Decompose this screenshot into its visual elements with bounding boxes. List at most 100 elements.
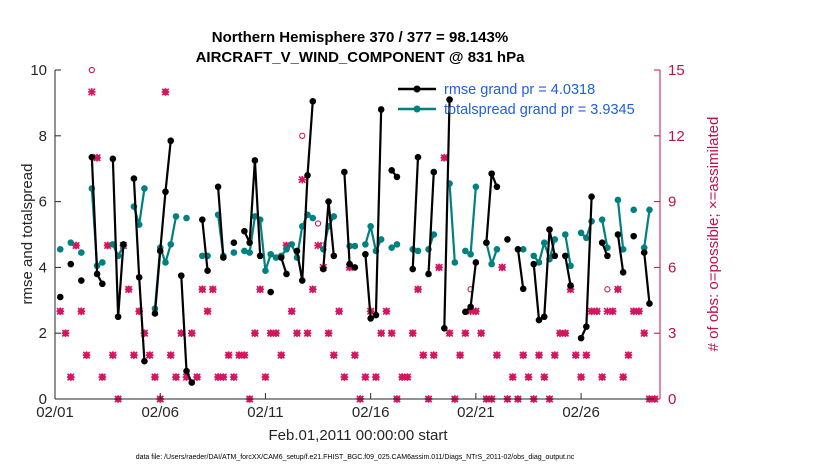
totalspread-point [562,231,569,238]
obs-assimilated-point [324,329,333,337]
rmse-point [467,303,474,311]
obs-assimilated-point [372,373,380,381]
totalspread-point [377,236,385,243]
rmse-point [341,168,348,176]
totalspread-point [288,241,296,248]
rmse-point [472,259,480,266]
obs-assimilated-point [493,351,501,359]
rmse-line-segment [443,99,451,329]
totalspread-point [598,216,606,223]
x-tick-label: 02/21 [457,404,495,421]
legend-rmse-marker [413,85,421,93]
rmse-point [388,167,395,174]
y-tick-label: 0 [39,391,47,408]
rmse-point [540,313,548,321]
totalspread-point [393,241,401,248]
rmse-point [246,239,253,247]
obs-possible-point [314,220,322,227]
totalspread-point [472,183,480,191]
rmse-point [646,300,653,307]
totalspread-point [246,249,253,256]
obs-assimilated-point [145,351,154,359]
rmse-point [551,252,559,260]
totalspread-point [630,206,637,214]
totalspread-point [56,246,64,253]
rmse-point [162,188,169,196]
obs-assimilated-point [477,329,485,337]
obs-assimilated-point [445,329,454,337]
obs-possible-point [299,132,306,139]
obs-assimilated-point [414,285,422,294]
totalspread-point [78,249,85,256]
rmse-point [583,323,590,330]
totalspread-point [640,244,648,251]
rmse-point [183,367,190,375]
obs-assimilated-point [508,373,517,381]
obs-assimilated-point [88,88,96,96]
legend-spread-label: totalspread grand pr = 3.9345 [444,102,635,118]
obs-assimilated-point [240,351,249,359]
totalspread-line-segment [564,234,572,266]
rmse-point [409,265,417,273]
rmse-point [320,265,327,273]
x-axis-label: Feb.01,2011 00:00:00 start [268,427,448,444]
obs-assimilated-point [172,373,180,381]
obs-assimilated-point [330,351,338,359]
rmse-point [293,247,301,255]
totalspread-point [577,229,585,237]
rmse-point [283,270,290,278]
obs-assimilated-point [435,263,443,272]
totalspread-point [451,259,459,266]
rmse-point [256,252,264,260]
y-right-axis-label: # of obs: o=possible; ×=assimilated [705,117,722,352]
totalspread-point [262,267,269,274]
rmse-point [514,246,522,253]
rmse-line-segment [516,249,525,289]
totalspread-line-segment [448,183,456,263]
obs-assimilated-point [572,351,580,359]
rmse-point [530,260,538,268]
obs-assimilated-point [550,351,559,359]
rmse-point [304,171,311,179]
rmse-line-segment [295,101,314,282]
obs-assimilated-point [219,373,228,381]
right-axis-ticks: 0 3 6 9 12 15 [654,62,685,408]
obs-assimilated-point [203,307,212,316]
totalspread-point [351,242,359,250]
totalspread-point [619,246,627,253]
totalspread-point [162,259,169,266]
totalspread-line-segment [616,199,625,250]
rmse-point [577,334,585,342]
rmse-point [199,216,206,223]
rmse-line-segment [616,234,625,273]
obs-assimilated-point [277,351,286,359]
rmse-point [446,96,453,103]
rmse-point [535,316,543,324]
rmse-point [78,277,85,284]
totalspread-point [462,247,469,255]
obs-assimilated-point [640,329,649,337]
rmse-point [214,183,222,191]
y-right-tick-label: 3 [668,325,676,342]
obs-assimilated-point [261,373,270,381]
totalspread-point [488,260,495,268]
rmse-point [156,247,164,255]
chart-title: Northern Hemisphere 370 / 377 = 98.143% [212,29,508,46]
rmse-point [488,170,495,177]
rmse-point [614,231,622,238]
y-right-tick-label: 12 [668,128,685,145]
obs-assimilated-point [72,241,80,250]
rmse-point [346,260,353,268]
rmse-point [251,157,259,164]
rmse-line-segment [411,157,420,270]
totalspread-line-segment [643,209,651,248]
totalspread-line-segment [601,219,609,248]
obs-assimilated-point [209,285,217,294]
rmse-point [441,324,448,332]
obs-assimilated-point [377,329,385,337]
totalspread-point [614,196,622,204]
rmse-point [567,282,574,289]
obs-assimilated-point [498,263,506,272]
plot-area [55,70,660,399]
obs-assimilated-point [98,373,107,381]
